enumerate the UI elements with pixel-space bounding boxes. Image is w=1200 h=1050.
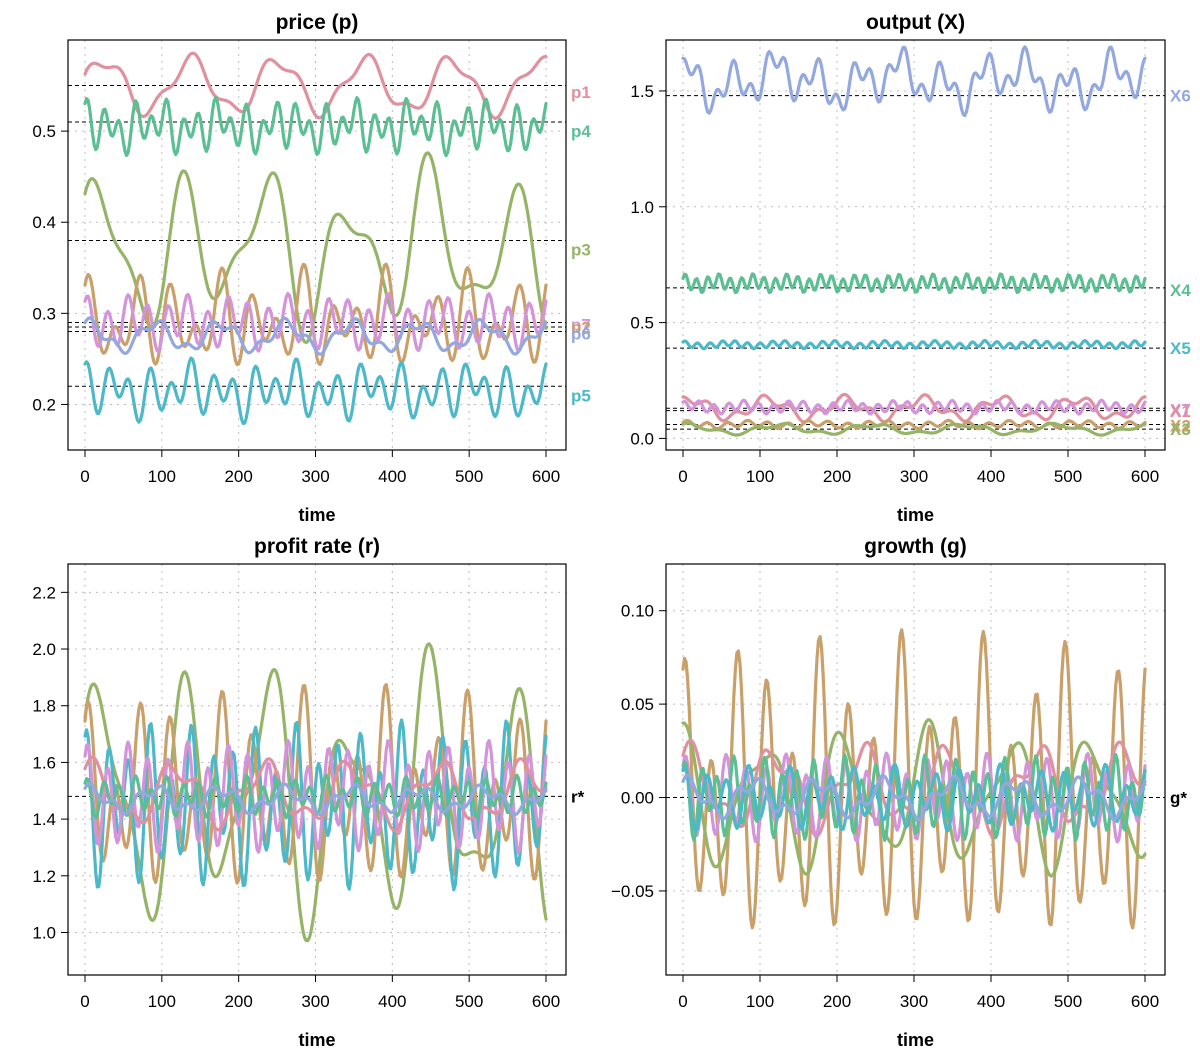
x-tick-label: 500 (455, 992, 483, 1011)
y-tick-label: 2.2 (32, 583, 56, 602)
series-X4 (681, 272, 1147, 295)
x-tick-label: 0 (80, 467, 89, 486)
panel-title: price (p) (276, 11, 359, 34)
x-tick-label: 400 (378, 467, 406, 486)
y-tick-label: 2.0 (32, 640, 56, 659)
x-tick-label: 500 (1054, 467, 1082, 486)
series-g5 (681, 762, 1147, 833)
series-r6 (83, 782, 548, 817)
end-label-X4: X4 (1170, 281, 1191, 300)
end-label-p2: p2 (571, 318, 591, 337)
x-tick-label: 200 (823, 467, 851, 486)
x-tick-label: 200 (224, 992, 252, 1011)
end-label-g-star: g* (1170, 789, 1187, 808)
x-tick-label: 400 (977, 467, 1005, 486)
series-p1 (83, 51, 548, 120)
y-tick-label: 1.8 (32, 697, 56, 716)
end-label-p4: p4 (571, 122, 591, 141)
y-tick-label: 0.5 (32, 122, 56, 141)
x-tick-label: 300 (900, 467, 928, 486)
end-label-X6: X6 (1170, 87, 1191, 106)
y-tick-label: 0.0 (630, 429, 654, 448)
series-p4 (83, 96, 548, 158)
x-tick-label: 500 (1054, 992, 1082, 1011)
x-tick-label: 600 (1131, 992, 1159, 1011)
y-tick-label: 0.00 (621, 789, 654, 808)
x-tick-label: 300 (301, 992, 329, 1011)
end-label-p5: p5 (571, 386, 591, 405)
series-X6 (681, 45, 1147, 118)
x-axis-label: time (298, 1030, 335, 1050)
panel-title: output (X) (866, 11, 965, 34)
y-tick-label: 1.6 (32, 753, 56, 772)
panel-1: 0 100 200 300 400 500 600 0.2 0.3 0.4 0.5 price (p)… (32, 11, 591, 525)
x-tick-label: 500 (455, 467, 483, 486)
y-tick-label: 0.10 (621, 602, 654, 621)
x-axis-label: time (897, 1030, 934, 1050)
series-g4 (681, 753, 1147, 842)
x-tick-label: 100 (746, 467, 774, 486)
series-p6 (83, 316, 548, 356)
plot-frame (665, 563, 1166, 976)
end-label-p3: p3 (571, 241, 591, 260)
y-tick-label: 1.5 (630, 82, 654, 101)
x-tick-label: 600 (532, 467, 560, 486)
series-r7 (83, 738, 548, 855)
plot-frame (67, 39, 567, 451)
end-label-X7: X7 (1170, 400, 1191, 419)
y-tick-label: 1.0 (32, 923, 56, 942)
x-tick-label: 100 (148, 467, 176, 486)
y-tick-label: 1.0 (630, 198, 654, 217)
y-tick-label: 0.5 (630, 314, 654, 333)
end-label-X5: X5 (1170, 339, 1191, 358)
end-label-X2: X2 (1170, 417, 1191, 436)
x-tick-label: 400 (378, 992, 406, 1011)
y-tick-label: 0.4 (32, 213, 56, 232)
end-label-X1: X1 (1170, 402, 1191, 421)
panel-3: 0 100 200 300 400 500 600 1.0 1.2 1.4 1.6 1.8 2.0 2.2… (32, 535, 584, 1050)
series-r1 (83, 755, 548, 832)
plot-frame (665, 39, 1166, 451)
x-tick-label: 0 (678, 467, 687, 486)
y-tick-label: 1.2 (32, 867, 56, 886)
y-tick-label: 0.2 (32, 395, 56, 414)
x-tick-label: 300 (301, 467, 329, 486)
series-p5 (83, 356, 548, 426)
series-p3 (83, 151, 548, 345)
plot-frame (67, 563, 567, 976)
end-label-r-star: r* (571, 787, 585, 806)
x-tick-label: 300 (900, 992, 928, 1011)
x-tick-label: 600 (532, 992, 560, 1011)
x-axis-label: time (897, 505, 934, 525)
series-X5 (681, 338, 1147, 351)
end-label-X3: X3 (1170, 420, 1191, 439)
x-tick-label: 100 (746, 992, 774, 1011)
panel-title: profit rate (r) (254, 535, 380, 558)
panel-2: 0 100 200 300 400 500 600 0.0 0.5 1.0 1.5 output (X… (630, 11, 1191, 525)
panel-title: growth (g) (864, 535, 967, 558)
end-label-p6: p6 (571, 324, 591, 343)
series-r3 (83, 642, 548, 943)
x-tick-label: 100 (148, 992, 176, 1011)
y-tick-label: 0.05 (621, 695, 654, 714)
y-tick-label: −0.05 (611, 882, 654, 901)
end-label-p7: p7 (571, 315, 591, 334)
x-tick-label: 0 (678, 992, 687, 1011)
x-tick-label: 400 (977, 992, 1005, 1011)
series-X3 (681, 421, 1147, 437)
y-tick-label: 0.3 (32, 304, 56, 323)
x-tick-label: 200 (224, 467, 252, 486)
end-label-p1: p1 (571, 83, 591, 102)
x-tick-label: 200 (823, 992, 851, 1011)
series-g6 (681, 773, 1147, 822)
x-tick-label: 600 (1131, 467, 1159, 486)
panel-4: 0 100 200 300 400 500 600 −0.05 0.00 0.05 0.10 grow… (611, 535, 1187, 1050)
series-X7 (681, 398, 1147, 416)
y-tick-label: 1.4 (32, 810, 56, 829)
x-tick-label: 0 (80, 992, 89, 1011)
x-axis-label: time (298, 505, 335, 525)
series-X1 (681, 392, 1147, 424)
series-p7 (83, 292, 548, 353)
